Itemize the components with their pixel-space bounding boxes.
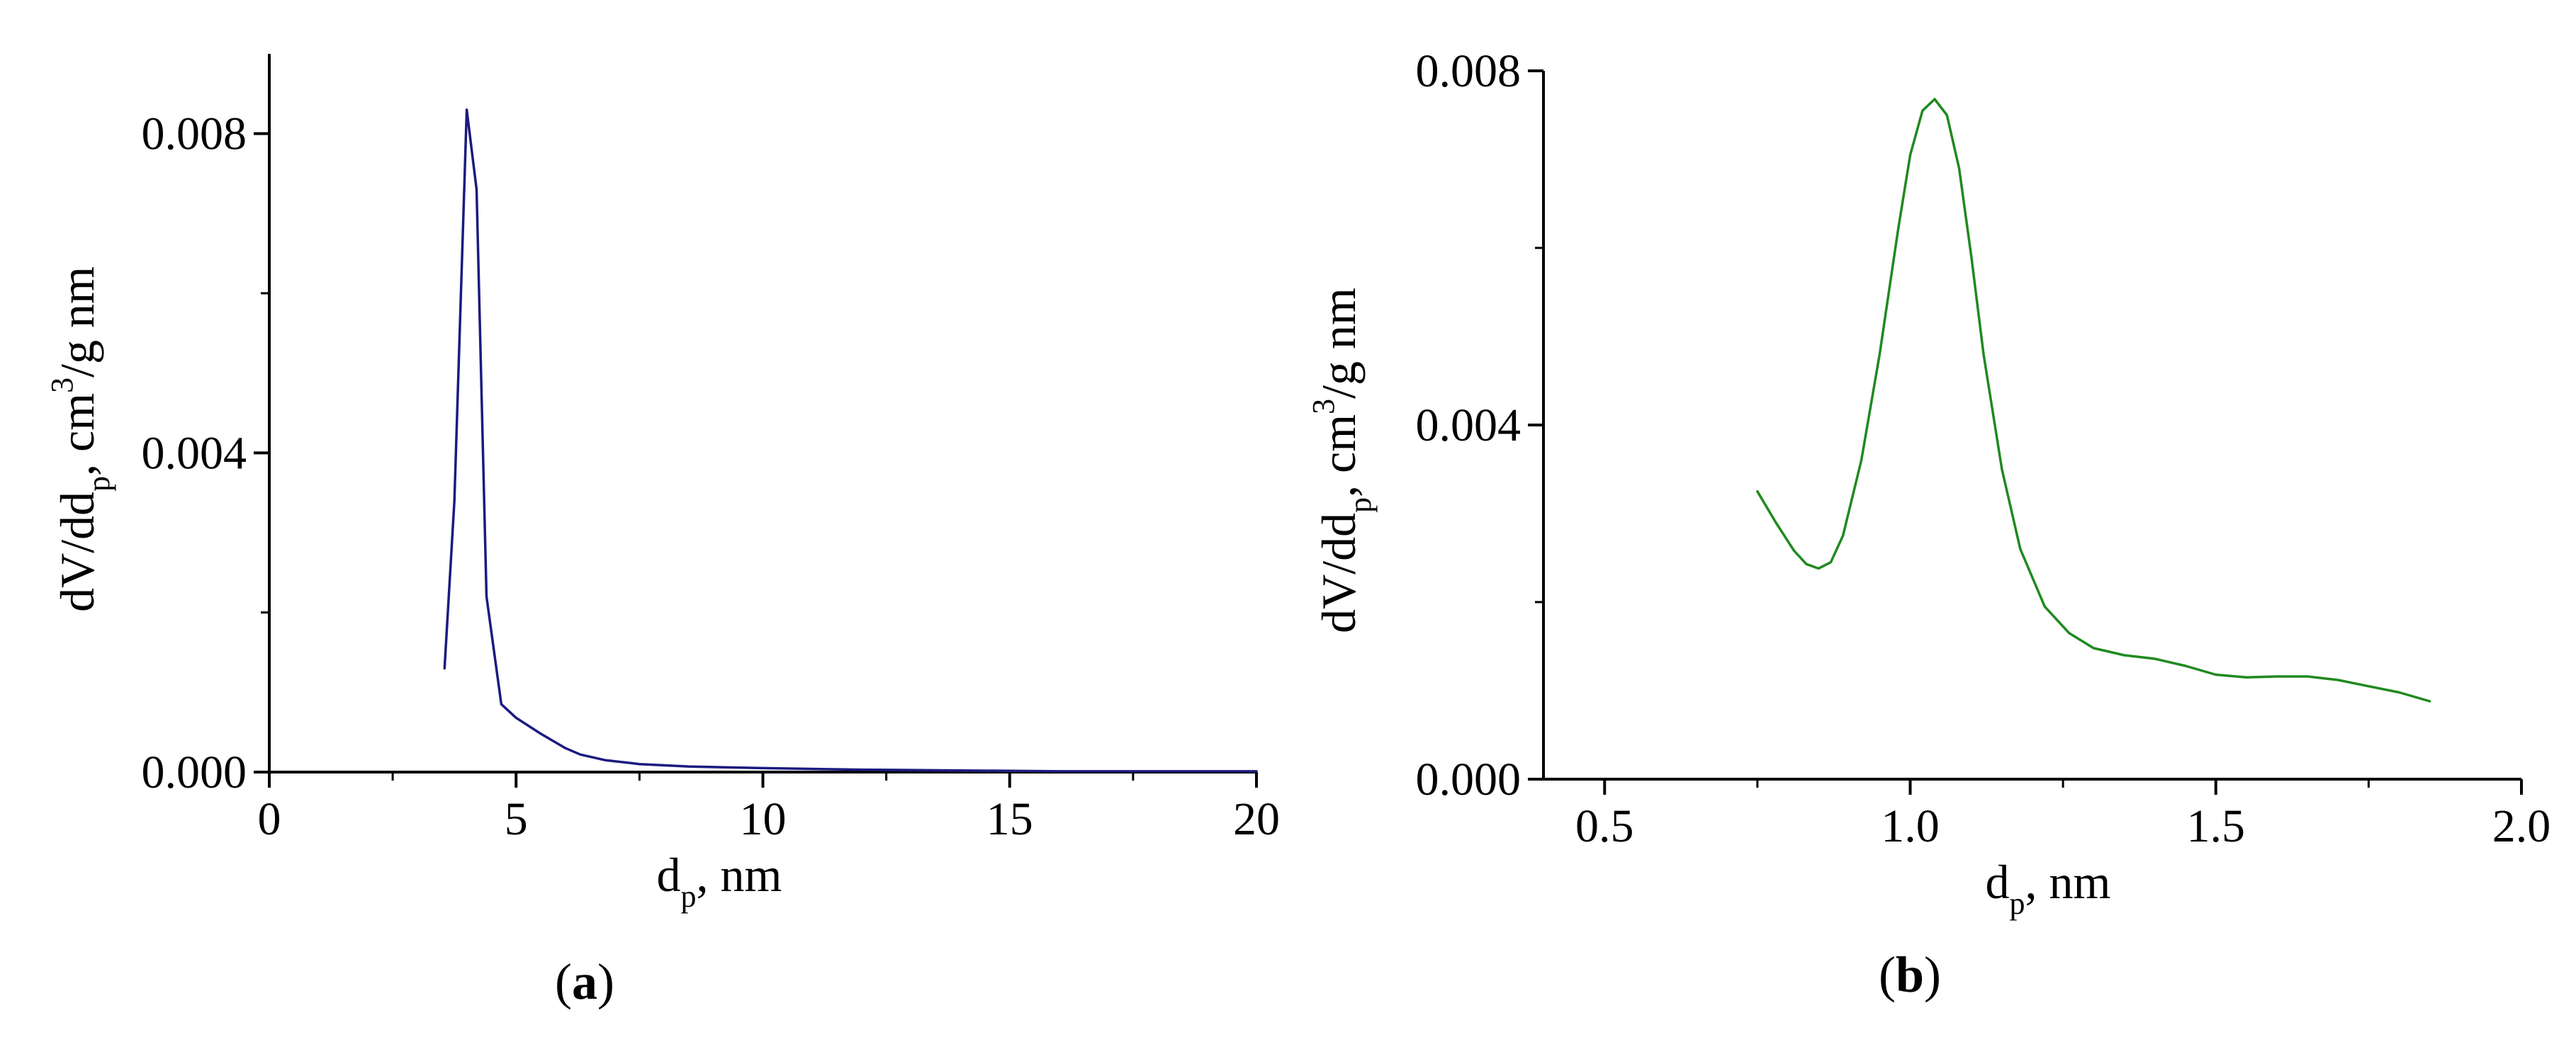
series-line bbox=[443, 108, 1258, 773]
ticks: 0 5 10 15 20 0.000 0.004 0.008 bbox=[142, 108, 1281, 845]
series-line bbox=[1756, 98, 2431, 703]
x-tick-label: 0.5 bbox=[1575, 800, 1634, 852]
axes bbox=[268, 54, 1256, 774]
panel-label: (a) bbox=[555, 953, 614, 1010]
x-tick-label: 0 bbox=[258, 793, 281, 845]
axes bbox=[1542, 71, 2521, 781]
x-axis-title: dp, nm bbox=[657, 848, 782, 914]
x-axis-title: dp, nm bbox=[1986, 855, 2111, 921]
ticks: 0.5 1.0 1.5 2.0 0.000 0.004 0.008 bbox=[1416, 45, 2551, 852]
x-tick-label: 1.0 bbox=[1881, 800, 1940, 852]
x-tick-label: 1.5 bbox=[2187, 800, 2246, 852]
y-axis-title: dV/ddp, cm3/g nm bbox=[45, 266, 116, 612]
plot-area bbox=[1756, 98, 2431, 703]
chart-panel-b: 0.5 1.0 1.5 2.0 0.000 0.004 0.008 dp, nm dV/dd… bbox=[1306, 45, 2550, 1003]
plot-area bbox=[443, 108, 1258, 773]
y-tick-label: 0.004 bbox=[1416, 400, 1522, 451]
y-tick-label: 0.004 bbox=[142, 427, 247, 479]
panel-label: (b) bbox=[1879, 946, 1941, 1003]
y-tick-label: 0.000 bbox=[142, 747, 247, 798]
x-tick-label: 15 bbox=[986, 793, 1033, 845]
x-tick-label: 5 bbox=[505, 793, 528, 845]
chart-panel-a: 0 5 10 15 20 0.000 0.004 0.008 dp, nm dV/ddp, c… bbox=[45, 54, 1280, 1010]
y-tick-label: 0.008 bbox=[1416, 45, 1522, 97]
y-tick-label: 0.008 bbox=[142, 108, 247, 160]
x-tick-label: 10 bbox=[740, 793, 787, 845]
x-tick-label: 20 bbox=[1233, 793, 1280, 845]
y-axis-title: dV/ddp, cm3/g nm bbox=[1306, 288, 1378, 633]
x-tick-label: 2.0 bbox=[2492, 800, 2551, 852]
y-tick-label: 0.000 bbox=[1416, 754, 1522, 805]
